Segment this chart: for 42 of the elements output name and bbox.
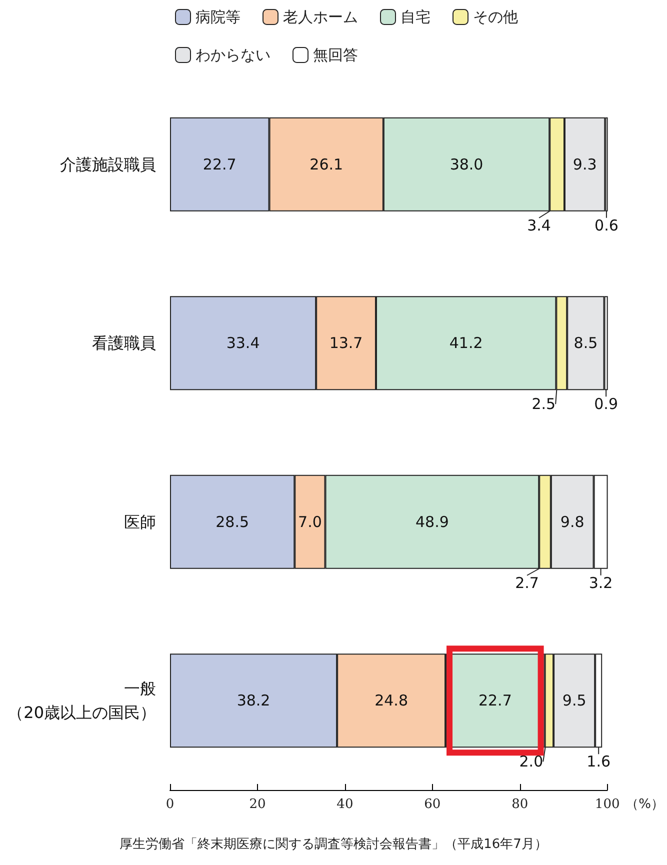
data-label: 9.8 xyxy=(560,512,584,531)
text: 厚生労働省「終末期医療に関する調査等検討会報告書」（平成16年7月） xyxy=(120,837,548,852)
legend-label: 病院等 xyxy=(196,8,240,26)
data-label: 48.9 xyxy=(415,512,449,531)
legend-label: 老人ホーム xyxy=(283,8,358,26)
y-tick-label: 看護職員 xyxy=(92,334,156,353)
data-label: 13.7 xyxy=(329,334,363,352)
data-label: 22.7 xyxy=(478,692,512,710)
data-label: 24.8 xyxy=(374,692,408,710)
x-tick-label: 100 xyxy=(594,797,620,812)
y-tick-label: 介護施設職員 xyxy=(60,154,156,174)
data-label: 33.4 xyxy=(226,334,260,352)
data-label: 22.7 xyxy=(202,155,236,174)
x-tick-label: 20 xyxy=(249,797,266,812)
data-label: 26.1 xyxy=(310,155,344,174)
data-label: 9.5 xyxy=(562,692,586,710)
data-label: 9.3 xyxy=(572,155,597,174)
data-label: 0.9 xyxy=(594,395,618,414)
x-tick-label: 80 xyxy=(512,797,528,812)
data-label: 2.0 xyxy=(519,752,544,771)
data-label: 7.0 xyxy=(298,512,322,531)
legend-label: わからない xyxy=(196,46,270,64)
y-tick-label: 医師 xyxy=(124,512,156,532)
data-label: 2.7 xyxy=(515,574,539,592)
x-axis-title: （%） xyxy=(626,797,664,812)
x-tick-label: 0 xyxy=(166,797,174,812)
data-label: 38.0 xyxy=(450,155,484,174)
y-tick-label: 一般（20歳以上の国民） xyxy=(8,679,156,722)
legend-label: その他 xyxy=(473,8,518,26)
data-label: 3.2 xyxy=(588,574,613,592)
data-label: 3.4 xyxy=(527,216,551,234)
x-tick-label: 40 xyxy=(336,797,354,812)
x-tick-label: 60 xyxy=(424,797,441,812)
legend-label: 無回答 xyxy=(313,46,358,64)
data-label: 28.5 xyxy=(216,512,250,531)
data-label: 8.5 xyxy=(574,334,598,352)
data-label: 0.6 xyxy=(594,216,618,234)
data-label: 41.2 xyxy=(449,334,483,352)
data-label: 1.6 xyxy=(586,752,611,771)
legend-label: 自宅 xyxy=(400,8,430,26)
data-label: 38.2 xyxy=(236,692,270,710)
data-label: 2.5 xyxy=(532,395,556,414)
